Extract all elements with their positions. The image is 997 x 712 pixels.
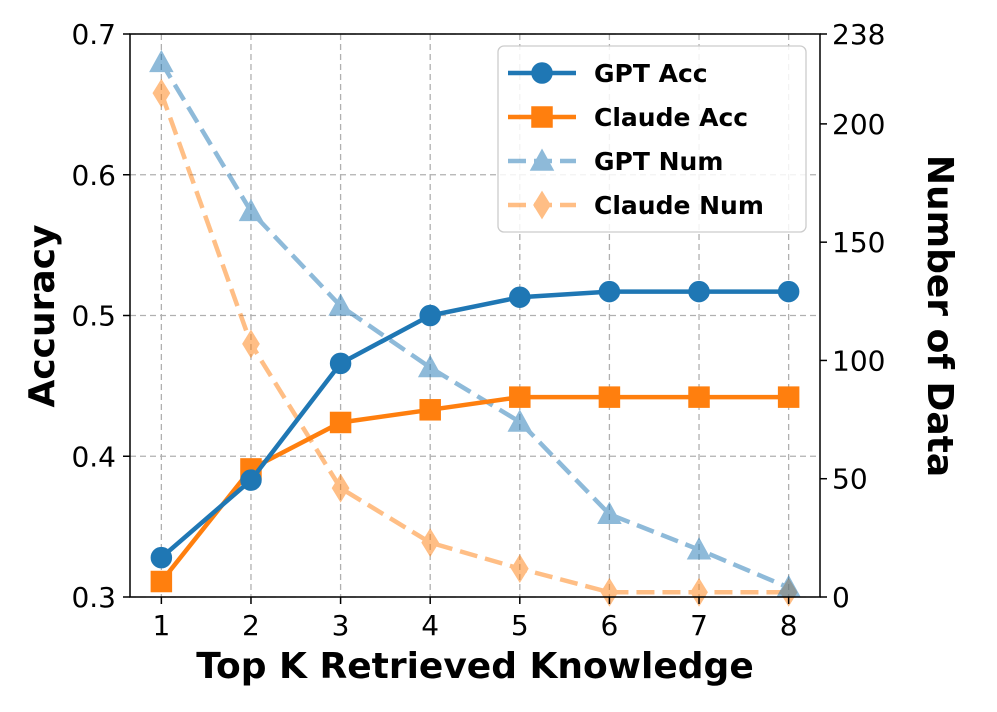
- data-point: [417, 354, 443, 378]
- data-point: [777, 280, 800, 303]
- data-point: [600, 577, 619, 607]
- data-point: [240, 469, 262, 491]
- data-point: [597, 501, 622, 524]
- y2-axis-title: Number of Data: [919, 155, 960, 477]
- data-point: [328, 293, 353, 316]
- y-tick-label: 0.5: [71, 300, 116, 333]
- series-gpt-acc: [150, 280, 800, 569]
- legend-marker: [531, 106, 553, 128]
- x-tick-label: 7: [690, 609, 708, 642]
- data-point: [777, 386, 800, 408]
- series-gpt-num: [149, 49, 801, 598]
- data-point: [688, 386, 710, 408]
- y2-tick-label: 50: [832, 463, 868, 496]
- y-tick-label: 0.7: [71, 18, 116, 51]
- data-point: [688, 280, 710, 303]
- x-tick-label: 3: [332, 609, 350, 642]
- y-tick-label: 0.6: [71, 159, 116, 192]
- x-tick-label: 1: [152, 609, 170, 642]
- y2-tick-label: 238: [832, 18, 885, 51]
- data-point: [509, 386, 531, 408]
- legend-marker: [531, 62, 553, 84]
- data-point: [598, 280, 621, 303]
- y-tick-label: 0.3: [71, 581, 116, 614]
- legend-label: GPT Num: [594, 147, 723, 176]
- x-axis-title: Top K Retrieved Knowledge: [196, 646, 754, 687]
- y2-tick-label: 100: [832, 344, 885, 377]
- legend-swatch: [508, 148, 576, 171]
- series-claude-num: [152, 78, 798, 607]
- legend-swatch: [508, 190, 576, 220]
- x-tick-label: 4: [421, 609, 439, 642]
- legend-swatch: [508, 62, 576, 84]
- data-point: [598, 386, 621, 408]
- axes: [123, 33, 827, 604]
- data-point: [149, 49, 174, 73]
- x-tick-label: 8: [780, 609, 798, 642]
- legend-box: [497, 45, 807, 233]
- legend-label: Claude Acc: [594, 103, 748, 132]
- data-point: [510, 554, 529, 584]
- y2-tick-label: 0: [832, 581, 850, 614]
- legend-swatch: [508, 106, 576, 128]
- tick-labels: 1 2 3 4 5 6 7 8 0.3 0.4 0.5 0.6 0.7 0 50 100 150 200 238: [71, 18, 885, 642]
- y-axis-title: Accuracy: [22, 224, 63, 407]
- data-point: [242, 329, 260, 359]
- series-line: [159, 61, 790, 590]
- data-point: [331, 473, 350, 503]
- data-point: [690, 577, 708, 607]
- series-line: [159, 92, 789, 595]
- y2-tick-label: 150: [832, 226, 885, 259]
- x-tick-label: 2: [242, 609, 260, 642]
- data-point: [419, 399, 441, 421]
- data-point: [686, 537, 712, 560]
- x-tick-label: 5: [511, 609, 529, 642]
- data-point: [507, 409, 533, 432]
- legend: GPT Acc Claude Acc GPT Num Claude Num: [497, 45, 807, 233]
- y2-tick-label: 200: [832, 108, 885, 141]
- data-point: [150, 570, 173, 593]
- data-point: [238, 198, 264, 222]
- data-point: [329, 411, 352, 434]
- legend-marker: [533, 190, 551, 220]
- x-tick-label: 6: [601, 609, 619, 642]
- y-tick-label: 0.4: [71, 440, 116, 473]
- data-point: [329, 352, 352, 375]
- series-line: [159, 289, 789, 560]
- legend-marker: [529, 148, 555, 171]
- series-layer: [149, 49, 801, 607]
- data-point: [152, 78, 171, 108]
- legend-label: Claude Num: [594, 191, 764, 220]
- legend-label: GPT Acc: [594, 59, 708, 88]
- data-point: [421, 528, 440, 558]
- data-point: [150, 546, 173, 569]
- data-point: [509, 286, 531, 308]
- data-point: [419, 304, 441, 327]
